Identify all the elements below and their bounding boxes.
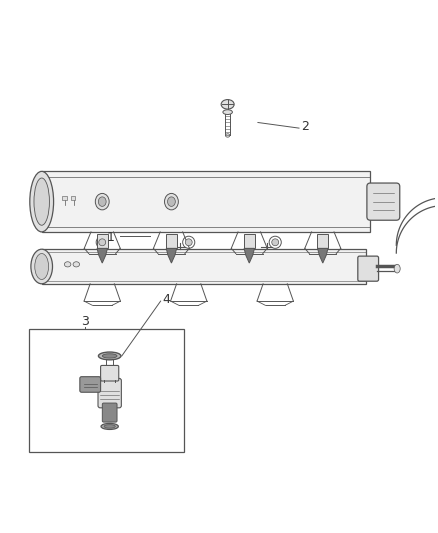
- Ellipse shape: [226, 134, 230, 137]
- FancyBboxPatch shape: [80, 377, 101, 392]
- Bar: [42, 249, 366, 284]
- Ellipse shape: [35, 254, 49, 279]
- FancyBboxPatch shape: [358, 256, 378, 281]
- Polygon shape: [318, 248, 328, 263]
- Ellipse shape: [31, 249, 53, 284]
- FancyBboxPatch shape: [101, 366, 119, 381]
- Bar: [166, 233, 177, 248]
- Ellipse shape: [104, 425, 115, 428]
- Text: 1: 1: [106, 231, 114, 244]
- FancyBboxPatch shape: [367, 183, 400, 220]
- Ellipse shape: [99, 352, 121, 360]
- Text: 3: 3: [81, 315, 88, 328]
- Text: 4: 4: [163, 293, 171, 306]
- Ellipse shape: [99, 239, 106, 246]
- Ellipse shape: [272, 239, 279, 246]
- FancyBboxPatch shape: [98, 378, 121, 408]
- Bar: [71, 196, 75, 200]
- Ellipse shape: [102, 354, 117, 358]
- Bar: [42, 172, 371, 232]
- Polygon shape: [166, 248, 177, 263]
- Text: 2: 2: [301, 120, 309, 133]
- Ellipse shape: [99, 197, 106, 206]
- Ellipse shape: [34, 178, 49, 225]
- Ellipse shape: [165, 193, 178, 210]
- Bar: [29, 329, 184, 453]
- Polygon shape: [244, 248, 254, 263]
- Ellipse shape: [64, 262, 71, 267]
- Bar: [97, 233, 108, 248]
- Ellipse shape: [185, 239, 192, 246]
- Ellipse shape: [30, 172, 53, 232]
- Ellipse shape: [95, 193, 109, 210]
- Ellipse shape: [168, 197, 175, 206]
- Ellipse shape: [221, 100, 234, 109]
- Polygon shape: [97, 248, 107, 263]
- Ellipse shape: [101, 423, 118, 430]
- Bar: [244, 233, 255, 248]
- Ellipse shape: [73, 262, 80, 267]
- Ellipse shape: [394, 264, 400, 273]
- Ellipse shape: [223, 110, 233, 115]
- Bar: [63, 196, 67, 200]
- Bar: [317, 233, 328, 248]
- FancyBboxPatch shape: [102, 403, 117, 422]
